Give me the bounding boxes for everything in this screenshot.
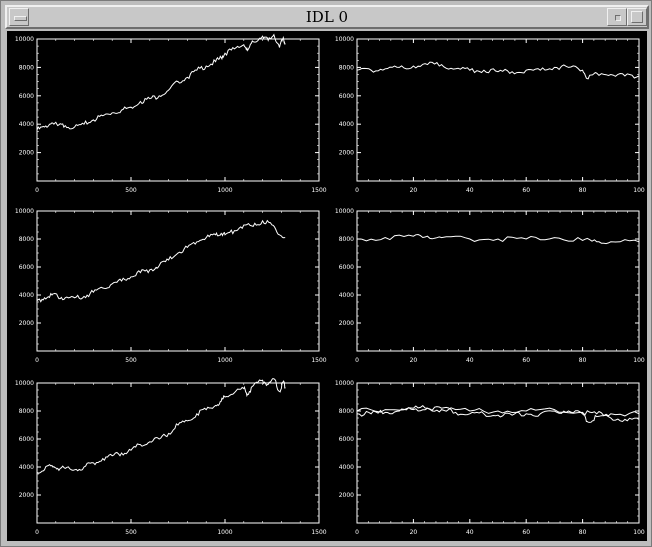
- title-bar[interactable]: IDL 0: [5, 5, 649, 29]
- x-tick-label: 500: [125, 529, 137, 536]
- x-tick-label: 40: [466, 357, 474, 364]
- series-line: [36, 378, 286, 474]
- x-tick-label: 1500: [311, 357, 326, 364]
- series-line: [36, 219, 286, 303]
- y-tick-label: 8000: [339, 408, 354, 415]
- y-tick-label: 4000: [19, 121, 34, 128]
- minimize-icon: [615, 15, 621, 21]
- y-tick-label: 4000: [19, 292, 34, 299]
- x-tick-label: 80: [579, 529, 587, 536]
- plot-frame: [36, 382, 320, 524]
- x-tick-label: 100: [633, 529, 645, 536]
- x-tick-label: 0: [35, 529, 39, 536]
- window-menu-button[interactable]: [9, 8, 29, 26]
- plot-canvas: 0 500 1000 1500 2000 4000 6000 8000 10000 0 20 40 60…: [7, 31, 647, 541]
- y-tick-label: 10000: [15, 208, 34, 215]
- y-tick-label: 8000: [19, 408, 34, 415]
- x-tick-label: 1500: [311, 187, 326, 194]
- x-tick-label: 0: [35, 357, 39, 364]
- y-tick-label: 10000: [15, 380, 34, 387]
- y-tick-label: 2000: [339, 492, 354, 499]
- y-tick-label: 2000: [339, 150, 354, 157]
- x-tick-label: 500: [125, 357, 137, 364]
- y-tick-label: 6000: [339, 93, 354, 100]
- series-line: [356, 233, 640, 245]
- x-tick-label: 20: [410, 529, 418, 536]
- x-tick-label: 1000: [217, 187, 232, 194]
- x-tick-label: 100: [633, 187, 645, 194]
- y-tick-label: 6000: [339, 264, 354, 271]
- series-line: [36, 33, 286, 131]
- x-tick-label: 1000: [217, 357, 232, 364]
- y-tick-label: 6000: [19, 264, 34, 271]
- series-line: [356, 61, 640, 80]
- x-tick-label: 40: [466, 529, 474, 536]
- plot-frame: [356, 210, 640, 352]
- x-tick-label: 0: [355, 357, 359, 364]
- y-tick-label: 2000: [19, 492, 34, 499]
- y-tick-label: 2000: [19, 320, 34, 327]
- x-tick-label: 1500: [311, 529, 326, 536]
- y-tick-label: 8000: [19, 236, 34, 243]
- series-line: [356, 405, 640, 417]
- y-tick-label: 10000: [335, 208, 354, 215]
- x-tick-label: 20: [410, 187, 418, 194]
- x-tick-label: 60: [522, 357, 530, 364]
- x-tick-label: 1000: [217, 529, 232, 536]
- y-tick-label: 4000: [339, 121, 354, 128]
- y-tick-label: 6000: [19, 436, 34, 443]
- y-tick-label: 10000: [335, 380, 354, 387]
- maximize-button[interactable]: [627, 8, 647, 26]
- x-tick-label: 20: [410, 357, 418, 364]
- y-tick-label: 4000: [339, 464, 354, 471]
- x-tick-label: 60: [522, 529, 530, 536]
- x-tick-label: 0: [355, 529, 359, 536]
- y-tick-label: 10000: [15, 36, 34, 43]
- x-tick-label: 80: [579, 357, 587, 364]
- x-tick-label: 40: [466, 187, 474, 194]
- x-tick-label: 0: [35, 187, 39, 194]
- y-tick-label: 8000: [339, 64, 354, 71]
- plot-frame: [356, 382, 640, 524]
- window-title: IDL 0: [305, 8, 349, 26]
- y-tick-label: 4000: [19, 464, 34, 471]
- x-tick-label: 0: [355, 187, 359, 194]
- y-tick-label: 4000: [339, 292, 354, 299]
- y-tick-label: 8000: [339, 236, 354, 243]
- y-tick-label: 10000: [335, 36, 354, 43]
- y-tick-label: 8000: [19, 64, 34, 71]
- y-tick-label: 6000: [19, 93, 34, 100]
- minimize-button[interactable]: [607, 8, 627, 26]
- x-tick-label: 60: [522, 187, 530, 194]
- series-line: [356, 406, 640, 423]
- y-tick-label: 2000: [339, 320, 354, 327]
- plot-frame: [356, 38, 640, 182]
- maximize-icon: [631, 11, 643, 23]
- x-tick-label: 80: [579, 187, 587, 194]
- x-tick-label: 500: [125, 187, 137, 194]
- y-tick-label: 6000: [339, 436, 354, 443]
- window-menu-icon: [14, 16, 27, 21]
- x-tick-label: 100: [633, 357, 645, 364]
- plot-frame: [36, 38, 320, 182]
- y-tick-label: 2000: [19, 150, 34, 157]
